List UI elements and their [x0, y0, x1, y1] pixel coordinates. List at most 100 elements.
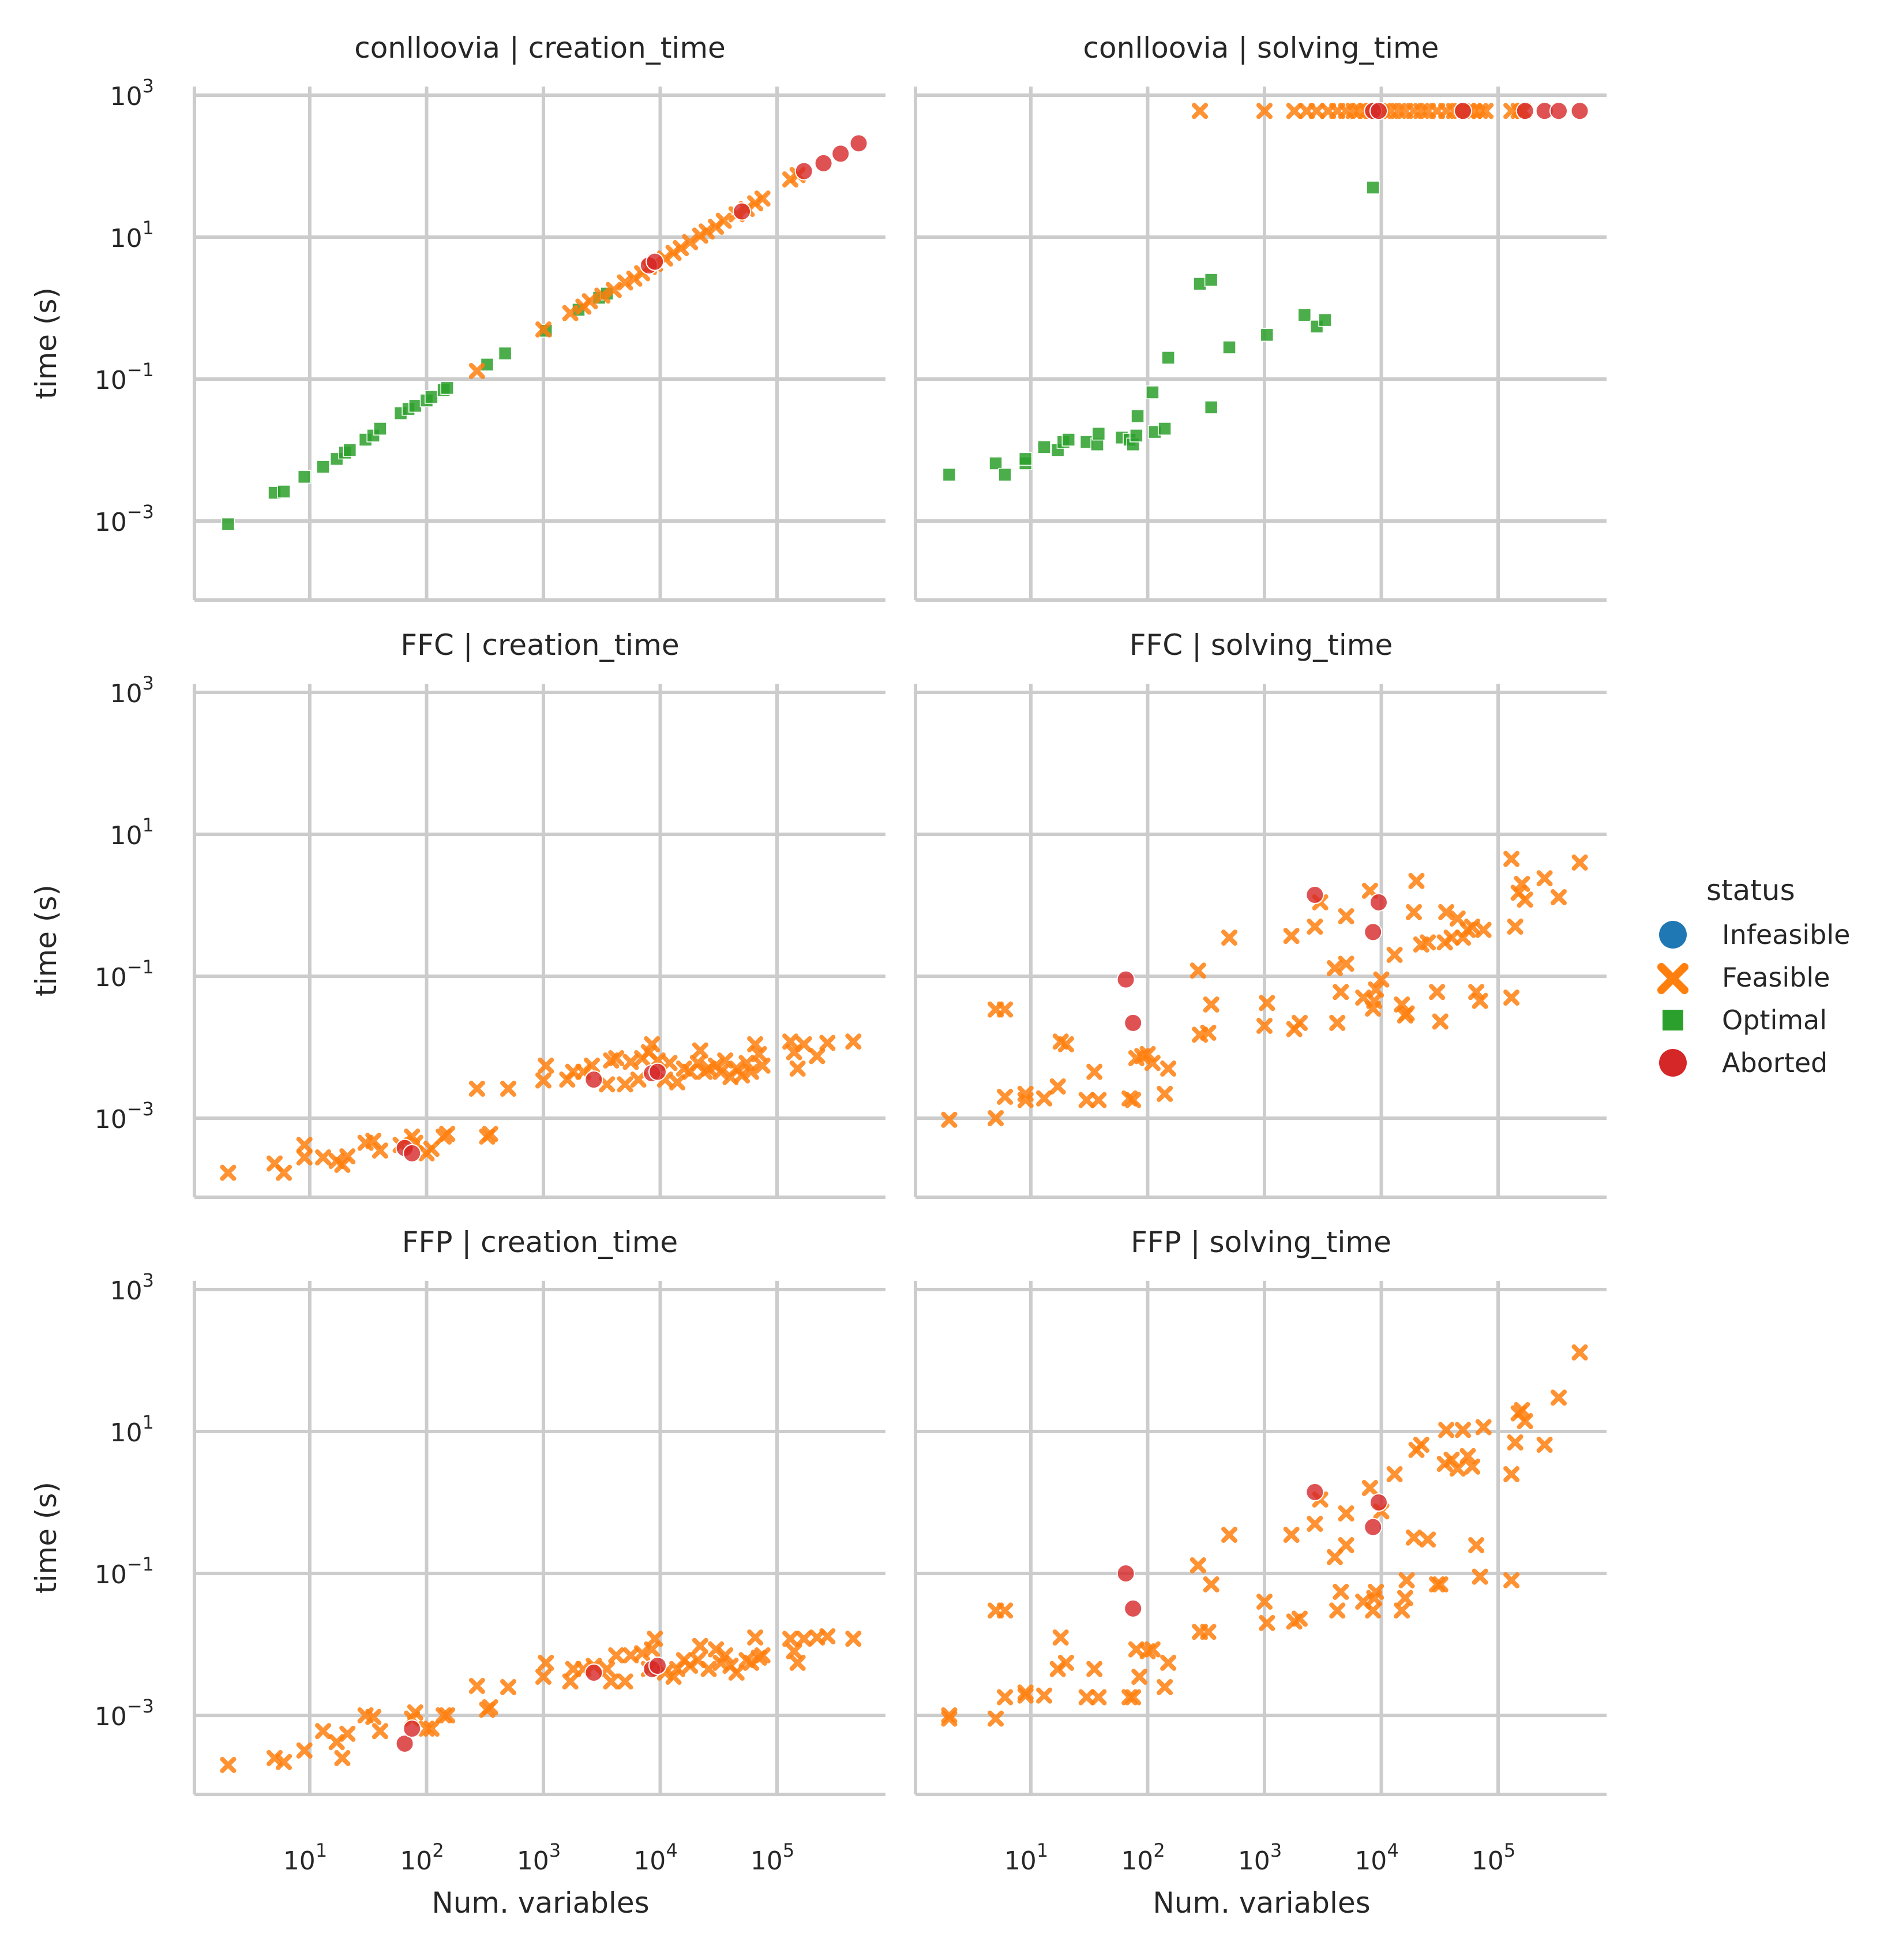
- point-feasible: [482, 1126, 498, 1142]
- point-aborted: [646, 252, 665, 271]
- point-feasible: [1338, 955, 1354, 972]
- point-aborted: [1454, 102, 1473, 121]
- x-tick-label: 102: [400, 1839, 444, 1876]
- point-feasible: [581, 293, 598, 310]
- point-feasible: [673, 240, 689, 257]
- point-optimal: [1204, 400, 1218, 414]
- point-aborted: [814, 153, 833, 173]
- point-feasible: [1405, 1529, 1422, 1546]
- point-aborted: [831, 144, 850, 163]
- point-feasible: [1329, 1014, 1346, 1031]
- point-aborted: [395, 1734, 414, 1753]
- y-tick-label: 10−1: [95, 359, 154, 395]
- point-optimal: [942, 467, 956, 482]
- point-feasible: [997, 1602, 1014, 1619]
- point-feasible: [997, 1689, 1014, 1706]
- point-feasible: [1386, 946, 1403, 963]
- point-optimal: [1193, 277, 1207, 291]
- point-feasible: [1455, 1422, 1472, 1438]
- point-feasible: [1057, 1036, 1074, 1052]
- point-feasible: [372, 1723, 388, 1740]
- point-feasible: [1090, 1092, 1107, 1108]
- point-feasible: [1291, 1014, 1308, 1031]
- point-optimal: [373, 422, 387, 436]
- point-feasible: [988, 1110, 1004, 1126]
- point-feasible: [1397, 1590, 1413, 1606]
- point-feasible: [603, 1673, 620, 1690]
- point-feasible: [1398, 1005, 1415, 1022]
- panel-ffc-solving-time: FFC | solving_time: [914, 628, 1607, 1199]
- point-feasible: [795, 1631, 812, 1647]
- point-feasible: [1090, 1689, 1107, 1706]
- panel-conlloovia-creation-time: conlloovia | creation_time 10−3 10−1 101 103…: [29, 31, 885, 602]
- point-feasible: [1472, 992, 1488, 1009]
- point-feasible: [754, 190, 771, 207]
- series-aborted: [1116, 886, 1388, 1032]
- series-feasible: [1192, 103, 1532, 119]
- point-feasible: [941, 1707, 958, 1723]
- point-optimal: [408, 399, 422, 413]
- point-feasible: [1131, 1669, 1148, 1685]
- legend-marker-optimal: [1663, 1010, 1683, 1030]
- point-feasible: [647, 1631, 663, 1647]
- point-optimal: [1222, 340, 1236, 354]
- point-feasible: [1121, 1689, 1138, 1706]
- point-aborted: [584, 1070, 603, 1089]
- point-feasible: [845, 1631, 862, 1647]
- point-feasible: [1503, 990, 1520, 1006]
- point-aborted: [1369, 1493, 1388, 1512]
- point-feasible: [819, 1628, 836, 1644]
- point-feasible: [1036, 1090, 1053, 1107]
- point-feasible: [997, 1088, 1014, 1105]
- point-feasible: [1420, 934, 1436, 951]
- point-feasible: [1052, 1629, 1069, 1646]
- panel-title: FFC | solving_time: [1130, 628, 1393, 662]
- point-feasible: [1017, 1085, 1034, 1102]
- point-feasible: [315, 1723, 332, 1740]
- point-feasible: [1507, 1434, 1523, 1451]
- point-feasible: [372, 1142, 388, 1159]
- point-aborted: [794, 162, 813, 181]
- point-feasible: [1157, 1085, 1173, 1102]
- point-feasible: [941, 1111, 958, 1128]
- y-tick-label: 10−3: [95, 1695, 154, 1732]
- panel-title: FFP | solving_time: [1131, 1226, 1391, 1259]
- point-feasible: [669, 1074, 686, 1090]
- series-feasible: [220, 1628, 862, 1773]
- point-aborted: [403, 1719, 422, 1738]
- point-feasible: [608, 1050, 625, 1067]
- point-feasible: [1432, 1576, 1449, 1593]
- panel-title: conlloovia | solving_time: [1083, 31, 1439, 65]
- point-feasible: [1308, 103, 1325, 119]
- series-aborted: [395, 1657, 667, 1753]
- point-feasible: [608, 1647, 625, 1664]
- point-feasible: [1307, 1516, 1323, 1532]
- point-feasible: [562, 1673, 579, 1690]
- series-aborted: [1116, 1483, 1388, 1618]
- point-feasible: [1326, 960, 1343, 976]
- point-feasible: [1078, 1092, 1095, 1108]
- point-feasible: [717, 1647, 734, 1664]
- y-tick-label: 103: [110, 75, 154, 111]
- point-feasible: [795, 1036, 812, 1052]
- x-tick-label: 104: [1354, 1839, 1398, 1876]
- panel-title: FFC | creation_time: [400, 628, 679, 662]
- point-optimal: [1318, 313, 1332, 327]
- point-feasible: [1373, 971, 1390, 988]
- point-optimal: [1260, 328, 1274, 342]
- point-feasible: [468, 1677, 485, 1694]
- point-feasible: [439, 1126, 456, 1142]
- point-feasible: [1536, 870, 1553, 887]
- point-feasible: [276, 1753, 292, 1770]
- point-optimal: [221, 517, 235, 531]
- point-feasible: [1144, 1055, 1161, 1071]
- point-feasible: [665, 1669, 682, 1685]
- point-feasible: [439, 1707, 456, 1723]
- y-axis-label: time (s): [29, 1482, 63, 1594]
- point-feasible: [296, 1149, 313, 1165]
- series-optimal: [942, 181, 1380, 482]
- point-feasible: [423, 1721, 440, 1737]
- point-feasible: [1386, 1466, 1403, 1483]
- point-feasible: [747, 1629, 764, 1646]
- point-aborted: [1369, 102, 1388, 121]
